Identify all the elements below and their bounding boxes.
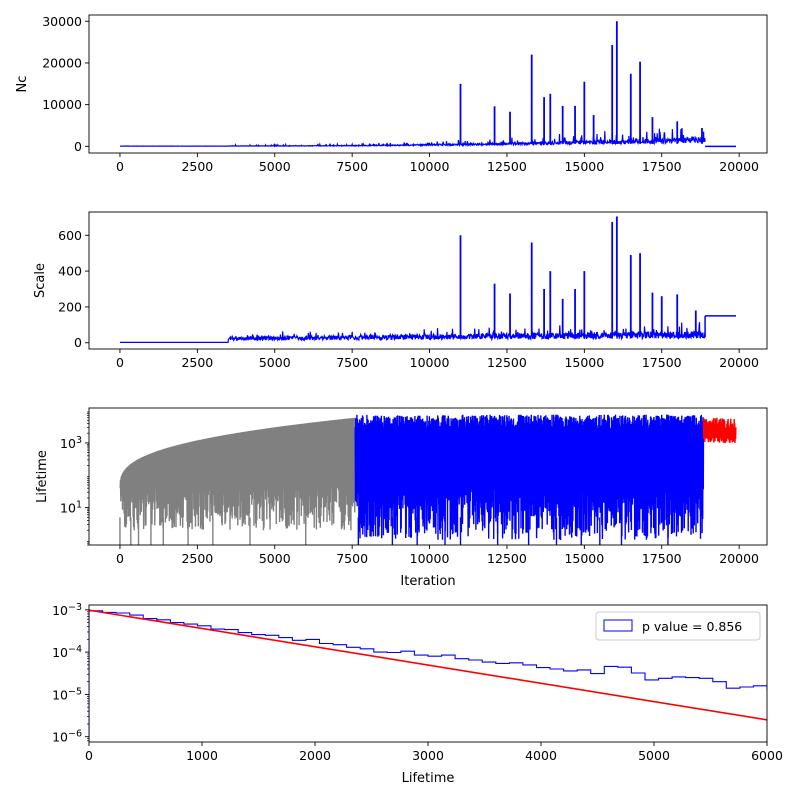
y-tick-label: 30000 bbox=[42, 14, 82, 29]
x-tick-label: 0 bbox=[116, 551, 124, 566]
plot-area-3 bbox=[119, 414, 737, 545]
nc-line bbox=[120, 127, 706, 148]
y-tick-label: 10000 bbox=[42, 97, 82, 112]
y-tick-label: 600 bbox=[58, 228, 82, 243]
x-tick-label: 6000 bbox=[751, 748, 783, 763]
y-tick-label: 20000 bbox=[42, 55, 82, 70]
legend-box bbox=[595, 611, 761, 641]
x-axis-label: Iteration bbox=[400, 574, 455, 589]
y-tick-label: 0 bbox=[74, 139, 82, 154]
y-tick-label: 0 bbox=[74, 335, 82, 350]
plot-area-2 bbox=[120, 216, 737, 343]
y-tick-label: 10−4 bbox=[52, 644, 82, 660]
legend-label: p value = 0.856 bbox=[642, 619, 742, 634]
x-tick-label: 10000 bbox=[410, 355, 450, 370]
plot-area-4 bbox=[89, 609, 767, 742]
plot-area-1 bbox=[120, 21, 737, 148]
y-tick-label: 10−5 bbox=[52, 686, 82, 702]
y-axis-label: Nc bbox=[15, 76, 30, 93]
x-tick-label: 2500 bbox=[181, 551, 213, 566]
lifetime-series-2 bbox=[354, 414, 705, 541]
x-tick-label: 1000 bbox=[186, 748, 218, 763]
y-tick-label: 103 bbox=[60, 435, 82, 451]
x-tick-label: 0 bbox=[116, 159, 124, 174]
x-tick-label: 7500 bbox=[336, 355, 368, 370]
x-tick-label: 2500 bbox=[181, 159, 213, 174]
legend: p value = 0.856 bbox=[595, 611, 761, 641]
x-tick-label: 5000 bbox=[259, 159, 291, 174]
x-axis-label: Lifetime bbox=[402, 771, 455, 786]
panel-2: 0 2500 5000 7500 10000 12500 15000 17500 20000 0 2… bbox=[33, 211, 768, 370]
scale-line bbox=[120, 322, 706, 343]
x-tick-label: 2000 bbox=[299, 748, 331, 763]
panel-3: 0 2500 5000 7500 10000 12500 15000 17500 20000 10… bbox=[35, 407, 768, 589]
x-tick-label: 7500 bbox=[336, 551, 368, 566]
x-tick-label: 0 bbox=[85, 748, 93, 763]
lifetime-series-3 bbox=[702, 417, 737, 443]
y-tick-label: 10−3 bbox=[52, 602, 82, 618]
x-tick-label: 5000 bbox=[638, 748, 670, 763]
y-tick-label: 101 bbox=[60, 500, 82, 516]
x-tick-label: 10000 bbox=[410, 551, 450, 566]
x-tick-label: 12500 bbox=[487, 355, 527, 370]
y-axis-label: Scale bbox=[33, 263, 48, 298]
y-axis-label: Lifetime bbox=[35, 450, 50, 503]
panel-1: 0 2500 5000 7500 10000 12500 15000 17500 20000 0 1… bbox=[15, 14, 768, 174]
x-tick-label: 7500 bbox=[336, 159, 368, 174]
x-tick-label: 15000 bbox=[564, 355, 604, 370]
x-tick-label: 20000 bbox=[719, 355, 759, 370]
x-tick-label: 5000 bbox=[259, 551, 291, 566]
x-tick-label: 10000 bbox=[410, 159, 450, 174]
histogram-steps bbox=[89, 610, 767, 742]
x-tick-label: 15000 bbox=[564, 159, 604, 174]
x-tick-label: 3000 bbox=[412, 748, 444, 763]
panel-4: p value = 0.856 0 1000 2000 3000 4000 5000 6000… bbox=[52, 602, 783, 786]
axes-frame bbox=[88, 14, 768, 154]
x-tick-label: 17500 bbox=[642, 355, 682, 370]
x-tick-label: 20000 bbox=[719, 551, 759, 566]
y-tick-label: 10−6 bbox=[52, 729, 82, 745]
x-tick-label: 17500 bbox=[642, 551, 682, 566]
x-tick-label: 5000 bbox=[259, 355, 291, 370]
x-tick-label: 15000 bbox=[564, 551, 604, 566]
x-tick-label: 12500 bbox=[487, 551, 527, 566]
x-tick-label: 0 bbox=[116, 355, 124, 370]
y-tick-label: 400 bbox=[58, 264, 82, 279]
fit-line bbox=[89, 609, 767, 721]
legend-swatch bbox=[603, 619, 633, 632]
y-tick-label: 200 bbox=[58, 299, 82, 314]
axes-frame bbox=[88, 211, 768, 350]
lifetime-series-1 bbox=[119, 417, 356, 531]
x-tick-label: 20000 bbox=[719, 159, 759, 174]
x-tick-label: 17500 bbox=[642, 159, 682, 174]
x-tick-label: 2500 bbox=[181, 355, 213, 370]
x-tick-label: 4000 bbox=[525, 748, 557, 763]
x-tick-label: 12500 bbox=[487, 159, 527, 174]
